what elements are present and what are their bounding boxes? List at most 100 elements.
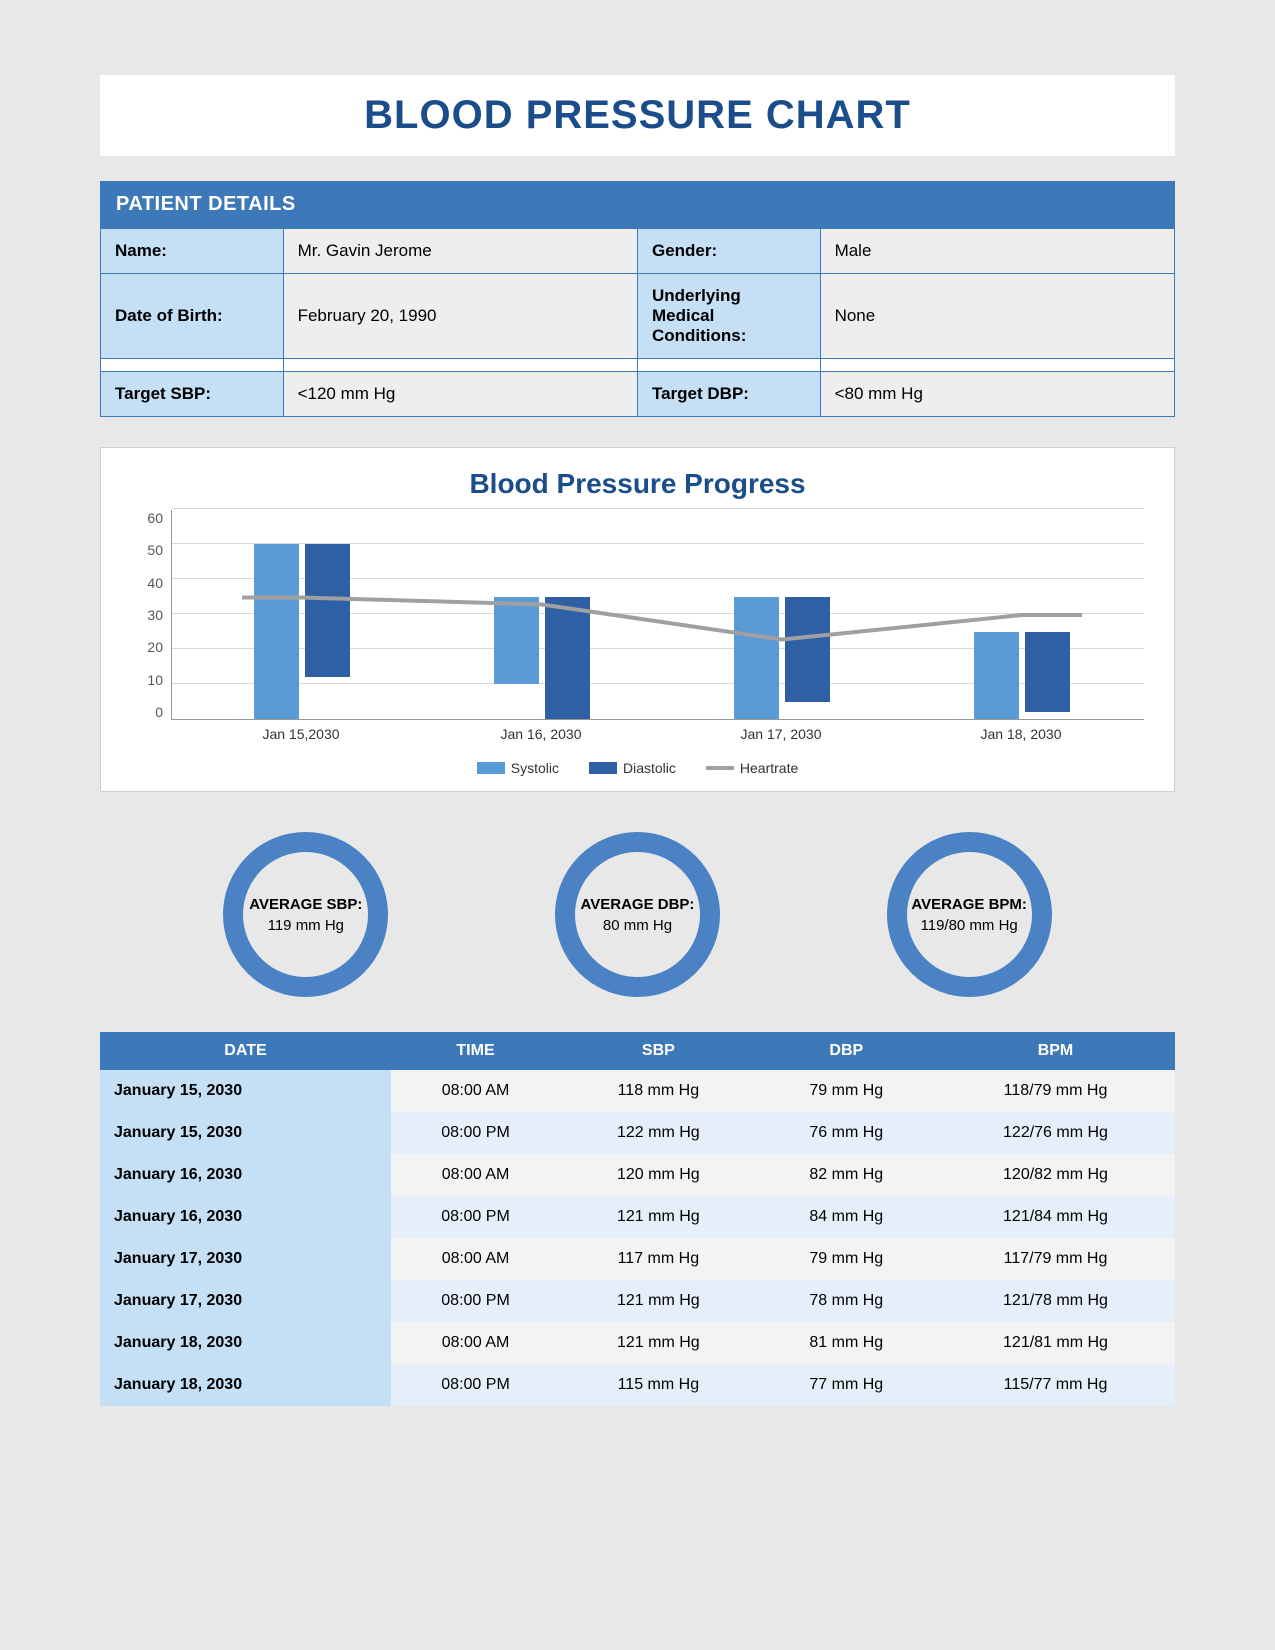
target-sbp-label: Target SBP: — [101, 372, 284, 417]
page-title: BLOOD PRESSURE CHART — [100, 93, 1175, 138]
x-label: Jan 18, 2030 — [951, 726, 1091, 742]
bar-diastolic — [545, 597, 590, 720]
data-cell: 120/82 mm Hg — [936, 1154, 1175, 1196]
data-cell: 121/78 mm Hg — [936, 1280, 1175, 1322]
y-tick: 30 — [147, 607, 163, 623]
table-row: January 15, 203008:00 AM118 mm Hg79 mm H… — [100, 1070, 1175, 1112]
name-value: Mr. Gavin Jerome — [283, 229, 637, 274]
target-dbp-value: <80 mm Hg — [820, 372, 1174, 417]
page-title-box: BLOOD PRESSURE CHART — [100, 75, 1175, 156]
readings-header-row: DATETIMESBPDBPBPM — [100, 1032, 1175, 1070]
data-cell: 118/79 mm Hg — [936, 1070, 1175, 1112]
target-dbp-label: Target DBP: — [637, 372, 820, 417]
gridline — [172, 508, 1144, 509]
table-row: January 17, 203008:00 AM117 mm Hg79 mm H… — [100, 1238, 1175, 1280]
data-cell: 115 mm Hg — [560, 1364, 756, 1406]
bar-group — [482, 597, 602, 720]
data-cell: 121 mm Hg — [560, 1322, 756, 1364]
x-axis-labels: Jan 15,2030Jan 16, 2030Jan 17, 2030Jan 1… — [171, 720, 1144, 750]
swatch-heartrate — [706, 766, 734, 770]
data-cell: 82 mm Hg — [757, 1154, 936, 1196]
table-row: January 15, 203008:00 PM122 mm Hg76 mm H… — [100, 1112, 1175, 1154]
data-cell: 121/81 mm Hg — [936, 1322, 1175, 1364]
legend-heartrate: Heartrate — [706, 760, 798, 776]
conditions-label: Underlying Medical Conditions: — [637, 274, 820, 359]
readings-table: DATETIMESBPDBPBPM January 15, 203008:00 … — [100, 1032, 1175, 1406]
average-bpm-value: 119/80 mm Hg — [921, 917, 1018, 934]
swatch-systolic — [477, 762, 505, 774]
date-cell: January 17, 2030 — [100, 1280, 391, 1322]
table-row: January 18, 203008:00 PM115 mm Hg77 mm H… — [100, 1364, 1175, 1406]
y-tick: 10 — [147, 672, 163, 688]
date-cell: January 15, 2030 — [100, 1070, 391, 1112]
legend-systolic: Systolic — [477, 760, 559, 776]
average-dbp-label: AVERAGE DBP: — [581, 895, 695, 915]
spacer — [820, 359, 1174, 372]
average-dbp-ring: AVERAGE DBP: 80 mm Hg — [555, 832, 720, 997]
average-sbp-ring: AVERAGE SBP: 119 mm Hg — [223, 832, 388, 997]
y-axis: 60 50 40 30 20 10 0 — [131, 510, 171, 750]
readings-body: January 15, 203008:00 AM118 mm Hg 79 mm H… — [100, 1070, 1175, 1406]
bar-systolic — [734, 597, 779, 720]
date-cell: January 16, 2030 — [100, 1196, 391, 1238]
column-header: DATE — [100, 1032, 391, 1070]
chart-title: Blood Pressure Progress — [131, 468, 1144, 500]
data-cell: 79 mm Hg — [757, 1238, 936, 1280]
swatch-diastolic — [589, 762, 617, 774]
legend-heartrate-label: Heartrate — [740, 760, 798, 776]
data-cell: 121 mm Hg — [560, 1280, 756, 1322]
data-cell: 122/76 mm Hg — [936, 1112, 1175, 1154]
data-cell: 121 mm Hg — [560, 1196, 756, 1238]
average-bpm-ring: AVERAGE BPM: 119/80 mm Hg — [887, 832, 1052, 997]
bar-diastolic — [305, 544, 350, 677]
y-tick: 60 — [147, 510, 163, 526]
chart-panel: Blood Pressure Progress 60 50 40 30 20 10 0 Ja… — [100, 447, 1175, 792]
bar-diastolic — [785, 597, 830, 702]
bar-group — [242, 544, 362, 719]
spacer — [283, 359, 637, 372]
data-cell: 120 mm Hg — [560, 1154, 756, 1196]
bar-systolic — [974, 632, 1019, 720]
data-cell: 08:00 AM — [391, 1070, 560, 1112]
table-row: January 18, 203008:00 AM121 mm Hg81 mm H… — [100, 1322, 1175, 1364]
data-cell: 121/84 mm Hg — [936, 1196, 1175, 1238]
y-tick: 50 — [147, 542, 163, 558]
spacer — [101, 359, 284, 372]
data-cell: 118 mm Hg — [560, 1070, 756, 1112]
x-label: Jan 16, 2030 — [471, 726, 611, 742]
spacer — [637, 359, 820, 372]
y-tick: 0 — [155, 704, 163, 720]
legend-systolic-label: Systolic — [511, 760, 559, 776]
average-sbp-label: AVERAGE SBP: — [249, 895, 362, 915]
data-cell: 08:00 PM — [391, 1364, 560, 1406]
data-cell: 76 mm Hg — [757, 1112, 936, 1154]
date-cell: January 18, 2030 — [100, 1322, 391, 1364]
date-cell: January 17, 2030 — [100, 1238, 391, 1280]
data-cell: 84 mm Hg — [757, 1196, 936, 1238]
conditions-value: None — [820, 274, 1174, 359]
patient-details-table: Name: Mr. Gavin Jerome Gender: Male Date… — [100, 228, 1175, 417]
data-cell: 81 mm Hg — [757, 1322, 936, 1364]
chart-plot — [171, 510, 1144, 720]
gender-value: Male — [820, 229, 1174, 274]
y-tick: 40 — [147, 575, 163, 591]
averages-row: AVERAGE SBP: 119 mm Hg AVERAGE DBP: 80 m… — [100, 822, 1175, 1032]
chart-legend: Systolic Diastolic Heartrate — [131, 760, 1144, 776]
data-cell: 08:00 PM — [391, 1112, 560, 1154]
average-dbp-value: 80 mm Hg — [603, 917, 672, 934]
bar-group — [722, 597, 842, 720]
x-label: Jan 15,2030 — [231, 726, 371, 742]
chart-area: 60 50 40 30 20 10 0 Jan 15,2030 Jan 16, 2030 Jan… — [131, 510, 1144, 750]
legend-diastolic-label: Diastolic — [623, 760, 676, 776]
date-cell: January 18, 2030 — [100, 1364, 391, 1406]
column-header: BPM — [936, 1032, 1175, 1070]
y-tick: 20 — [147, 639, 163, 655]
date-cell: January 15, 2030 — [100, 1112, 391, 1154]
name-label: Name: — [101, 229, 284, 274]
gender-label: Gender: — [637, 229, 820, 274]
column-header: TIME — [391, 1032, 560, 1070]
table-row: January 16, 203008:00 AM120 mm Hg82 mm H… — [100, 1154, 1175, 1196]
data-cell: 122 mm Hg — [560, 1112, 756, 1154]
data-cell: 78 mm Hg — [757, 1280, 936, 1322]
legend-diastolic: Diastolic — [589, 760, 676, 776]
